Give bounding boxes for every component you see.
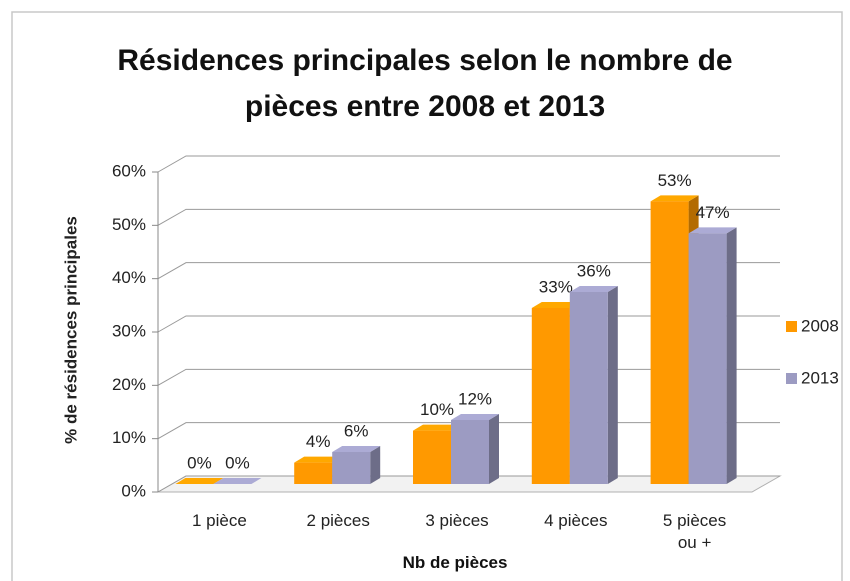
bar-front (650, 201, 689, 485)
data-label: 10% (420, 400, 454, 419)
bar (451, 414, 499, 484)
bar-top (650, 195, 699, 202)
y-tick-label: 30% (112, 321, 146, 340)
frame-border (11, 11, 843, 581)
bar-side (370, 446, 381, 484)
bar-top (332, 446, 381, 452)
bar-front (688, 233, 727, 484)
x-tick-label: 5 pièces ou + (662, 511, 727, 552)
y-tick-label: 60% (112, 161, 146, 180)
y-axis-title: % de résidences principales (61, 216, 80, 444)
bar-top (688, 227, 737, 234)
bar (688, 227, 737, 485)
bar (213, 478, 262, 484)
data-label: 53% (658, 171, 692, 190)
data-label: 36% (577, 261, 611, 280)
x-tick-label: 4 pièces (544, 511, 608, 530)
bar-front (413, 430, 451, 484)
x-tick-label: 2 pièces (306, 511, 370, 530)
y-tick-label: 20% (112, 375, 146, 394)
y-tick-label: 40% (112, 268, 146, 287)
bar-top (175, 478, 224, 484)
data-label: 33% (539, 277, 573, 296)
bar-top (531, 302, 580, 308)
data-label: 0% (187, 453, 212, 472)
bar (569, 286, 618, 484)
legend-label: 2013 (801, 368, 839, 387)
bar-side (607, 286, 618, 484)
bar-side (489, 414, 499, 484)
legend-swatch (786, 321, 797, 332)
data-label: 4% (306, 432, 331, 451)
bar-top (569, 286, 618, 292)
bar-top (451, 414, 499, 420)
bar-top (213, 478, 262, 484)
x-axis-title: Nb de pièces (402, 553, 508, 572)
bar-top (294, 456, 343, 463)
bar-front (531, 308, 570, 484)
bar (332, 446, 381, 484)
bar-front (569, 292, 608, 484)
y-tick-label: 50% (112, 215, 146, 234)
chart-title: Résidences principales selon le nombre d… (117, 44, 733, 123)
bar-front (332, 452, 371, 484)
data-label: 6% (344, 421, 369, 440)
legend-label: 2008 (801, 316, 839, 335)
bar (175, 478, 224, 484)
data-label: 47% (696, 203, 730, 222)
data-label: 0% (225, 453, 250, 472)
grid-line (157, 155, 780, 173)
x-tick-label: 3 pièces (425, 511, 489, 530)
y-tick-label: 0% (121, 481, 146, 500)
bar-front (294, 462, 333, 484)
grid-line (157, 262, 780, 280)
x-tick-label: 1 pièce (191, 511, 247, 530)
bar-side (726, 227, 737, 485)
bar-top (413, 424, 461, 431)
grid-line (157, 208, 780, 226)
y-tick-label: 10% (112, 428, 146, 447)
bar-front (451, 420, 489, 484)
legend-swatch (786, 373, 797, 384)
data-label: 12% (458, 389, 492, 408)
